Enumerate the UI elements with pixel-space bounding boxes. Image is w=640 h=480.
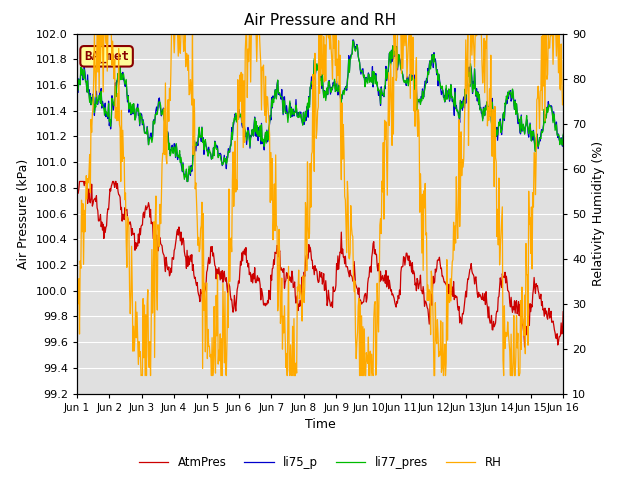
RH xyxy=(182,50,190,56)
li75_p xyxy=(349,37,356,43)
li75_p xyxy=(207,156,215,162)
Line: AtmPres: AtmPres xyxy=(77,181,563,347)
AtmPres xyxy=(132,246,140,252)
RH xyxy=(559,98,567,104)
AtmPres xyxy=(521,344,529,350)
li77_pres xyxy=(181,172,189,178)
li77_pres xyxy=(132,114,140,120)
li75_p xyxy=(380,94,388,100)
AtmPres xyxy=(207,248,215,254)
X-axis label: Time: Time xyxy=(305,418,335,431)
li77_pres xyxy=(559,132,567,137)
AtmPres xyxy=(559,309,567,314)
Legend: AtmPres, li75_p, li77_pres, RH: AtmPres, li75_p, li77_pres, RH xyxy=(134,452,506,474)
li75_p xyxy=(132,115,140,121)
li77_pres xyxy=(207,156,215,162)
RH xyxy=(380,216,388,222)
RH xyxy=(137,372,145,378)
RH xyxy=(90,31,98,36)
Y-axis label: Relativity Humidity (%): Relativity Humidity (%) xyxy=(592,141,605,286)
li77_pres xyxy=(394,59,402,64)
Line: RH: RH xyxy=(77,34,563,375)
AtmPres xyxy=(380,278,387,284)
li75_p xyxy=(394,61,402,67)
li75_p xyxy=(183,179,191,184)
RH xyxy=(394,31,402,36)
li77_pres xyxy=(349,38,356,44)
RH xyxy=(82,199,90,205)
li75_p xyxy=(82,77,90,83)
Line: li75_p: li75_p xyxy=(77,40,563,181)
li75_p xyxy=(181,173,189,179)
li75_p xyxy=(559,133,567,139)
li77_pres xyxy=(82,79,90,84)
AtmPres xyxy=(73,199,81,204)
Title: Air Pressure and RH: Air Pressure and RH xyxy=(244,13,396,28)
li77_pres xyxy=(380,93,388,99)
RH xyxy=(132,335,140,341)
Y-axis label: Air Pressure (kPa): Air Pressure (kPa) xyxy=(17,158,31,269)
AtmPres xyxy=(83,179,90,184)
RH xyxy=(73,302,81,308)
li77_pres xyxy=(183,179,191,184)
Line: li77_pres: li77_pres xyxy=(77,41,563,181)
AtmPres xyxy=(394,300,401,306)
Text: BA_met: BA_met xyxy=(84,50,129,63)
li75_p xyxy=(73,94,81,100)
li77_pres xyxy=(73,95,81,100)
AtmPres xyxy=(76,179,83,184)
AtmPres xyxy=(182,254,189,260)
RH xyxy=(208,335,216,341)
